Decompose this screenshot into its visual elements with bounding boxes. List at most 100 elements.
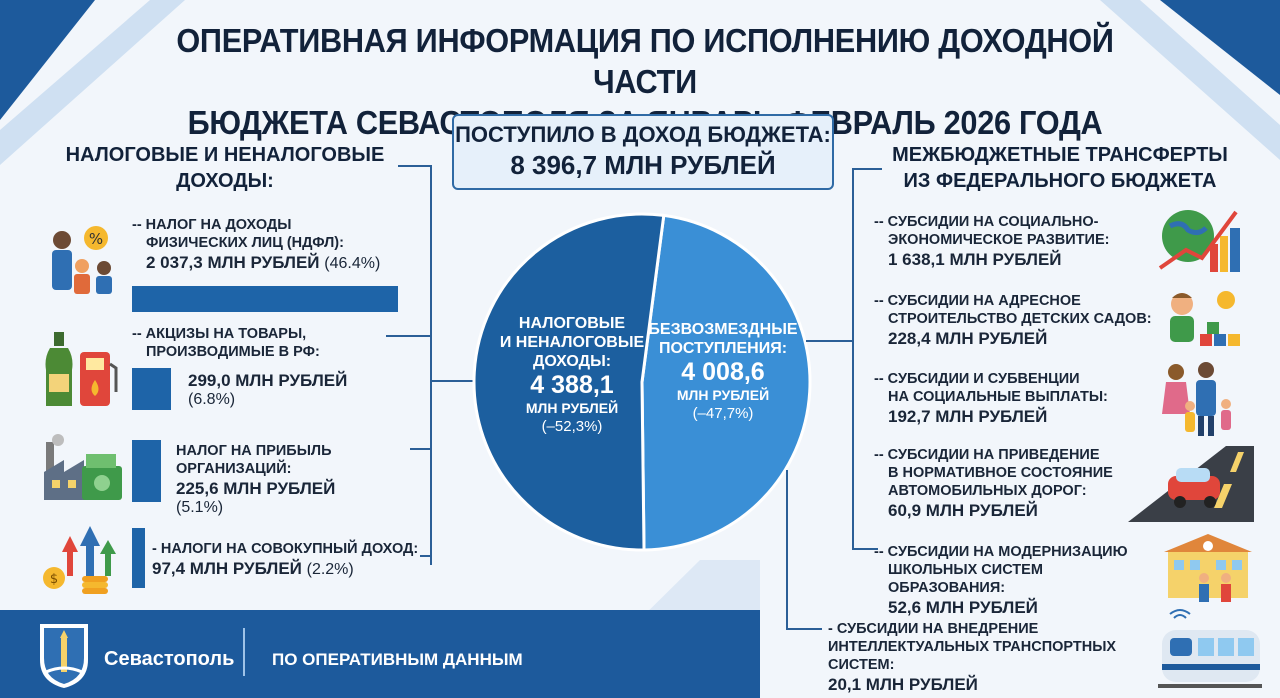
globe-growth-icon: [1158, 210, 1240, 272]
factory-money-icon: [44, 434, 122, 500]
right-item-roads: -- СУБСИДИИ НА ПРИВЕДЕНИЕ В НОРМАТИВНОЕ …: [874, 446, 1154, 521]
ndfl-value: 2 037,3 МЛН РУБЛЕЙ: [146, 253, 320, 272]
right-heading-line-1: МЕЖБЮДЖЕТНЫЕ ТРАНСФЕРТЫ: [892, 144, 1228, 166]
socio-line2: ЭКОНОМИЧЕСКОЕ РАЗВИТИЕ:: [888, 232, 1110, 248]
excise-value: 299,0 МЛН РУБЛЕЙ: [188, 371, 348, 390]
left-heading-line-1: НАЛОГОВЫЕ И НЕНАЛОГОВЫЕ: [65, 144, 385, 166]
roads-line2: В НОРМАТИВНОЕ СОСТОЯНИЕ: [888, 465, 1113, 481]
left-connector-mid1: [386, 335, 432, 337]
aggregate-income-line1: - НАЛОГИ НА СОВОКУПНЫЙ ДОХОД:: [152, 541, 419, 557]
roads-line3: АВТОМОБИЛЬНЫХ ДОРОГ:: [888, 483, 1087, 499]
right-item-transport: - СУБСИДИИ НА ВНЕДРЕНИЕ ИНТЕЛЛЕКТУАЛЬНЫХ…: [828, 620, 1158, 695]
tram-icon: [1158, 609, 1262, 688]
right-connector-top: [852, 168, 882, 170]
profit-tax-line1: НАЛОГ НА ПРИБЫЛЬ ОРГАНИЗАЦИЙ:: [176, 443, 332, 477]
kindergarten-line1: -- СУБСИДИИ НА АДРЕСНОЕ: [874, 293, 1081, 309]
left-item-ndfl: -- НАЛОГ НА ДОХОДЫ ФИЗИЧЕСКИХ ЛИЦ (НДФЛ)…: [132, 216, 422, 274]
grants-slice-value: 4 008,6: [681, 358, 765, 386]
footer-city-name: Севастополь: [104, 648, 235, 670]
tax-slice-line1: НАЛОГОВЫЕ: [518, 315, 626, 332]
total-value: 8 396,7 МЛН РУБЛЕЙ: [510, 150, 776, 180]
roads-value: 60,9 МЛН РУБЛЕЙ: [888, 501, 1038, 520]
excise-line1: -- АКЦИЗЫ НА ТОВАРЫ,: [132, 326, 307, 342]
right-lower-connector-h: [786, 628, 822, 630]
profit-tax-value: 225,6 МЛН РУБЛЕЙ: [176, 479, 336, 498]
left-connector-bottom: [420, 555, 432, 557]
right-heading-line-2: ИЗ ФЕДЕРАЛЬНОГО БЮДЖЕТА: [903, 170, 1217, 192]
right-item-kindergartens: -- СУБСИДИИ НА АДРЕСНОЕ СТРОИТЕЛЬСТВО ДЕ…: [874, 292, 1164, 349]
school-icon: [1164, 534, 1252, 602]
socio-value: 1 638,1 МЛН РУБЛЕЙ: [888, 250, 1062, 269]
ndfl-bar: [132, 286, 398, 312]
right-item-social-payments: -- СУБСИДИИ И СУБВЕНЦИИ НА СОЦИАЛЬНЫЕ ВЫ…: [874, 370, 1154, 427]
left-heading-line-2: ДОХОДЫ:: [176, 170, 274, 192]
pie-label-grants: БЕЗВОЗМЕЗДНЫЕ ПОСТУПЛЕНИЯ: 4 008,6 МЛН Р…: [648, 320, 798, 423]
excise-pct: (6.8%): [188, 391, 236, 408]
aggregate-income-value-row: 97,4 МЛН РУБЛЕЙ (2.2%): [152, 558, 432, 580]
footer-note: ПО ОПЕРАТИВНЫМ ДАННЫМ: [272, 650, 523, 669]
right-to-pie-connector: [806, 340, 854, 342]
right-lower-connector: [786, 470, 788, 630]
coins-arrows-icon: $: [43, 526, 116, 594]
ndfl-pct: (46.4%): [324, 255, 381, 272]
bottle-fuel-icon: [45, 332, 118, 406]
aggregate-income-pct: (2.2%): [306, 561, 354, 578]
social-line2: НА СОЦИАЛЬНЫЕ ВЫПЛАТЫ:: [888, 389, 1108, 405]
pie-label-tax-income: НАЛОГОВЫЕ И НЕНАЛОГОВЫЕ ДОХОДЫ: 4 388,1 …: [492, 314, 652, 436]
total-label: ПОСТУПИЛО В ДОХОД БЮДЖЕТА:: [455, 122, 831, 147]
excise-bar: [132, 368, 171, 410]
grants-slice-line2: ПОСТУПЛЕНИЯ:: [658, 340, 788, 357]
tax-slice-unit: МЛН РУБЛЕЙ: [525, 400, 619, 416]
car-road-icon: [1128, 446, 1254, 522]
left-item-aggregate-income: - НАЛОГИ НА СОВОКУПНЫЙ ДОХОД: 97,4 МЛН Р…: [152, 540, 432, 580]
right-item-socio-economic: -- СУБСИДИИ НА СОЦИАЛЬНО- ЭКОНОМИЧЕСКОЕ …: [874, 213, 1154, 270]
left-connector-line: [430, 165, 432, 565]
kindergarten-line2: СТРОИТЕЛЬСТВО ДЕТСКИХ САДОВ:: [888, 311, 1152, 327]
tax-slice-change: (–52,3%): [541, 418, 603, 435]
tax-slice-line2: И НЕНАЛОГОВЫЕ: [499, 334, 645, 351]
right-item-schools: -- СУБСИДИИ НА МОДЕРНИЗАЦИЮ ШКОЛЬНЫХ СИС…: [874, 543, 1164, 618]
footer-bar: [0, 610, 760, 698]
transport-value: 20,1 МЛН РУБЛЕЙ: [828, 675, 978, 694]
schools-line2: ШКОЛЬНЫХ СИСТЕМ ОБРАЗОВАНИЯ:: [888, 562, 1043, 596]
income-pie-chart: [472, 212, 812, 552]
grants-slice-unit: МЛН РУБЛЕЙ: [676, 387, 770, 403]
pie-slice-1: [640, 213, 812, 552]
grants-slice-line1: БЕЗВОЗМЕЗДНЫЕ: [648, 321, 798, 338]
total-income-box: ПОСТУПИЛО В ДОХОД БЮДЖЕТА: 8 396,7 МЛН Р…: [452, 114, 834, 190]
transport-line1: - СУБСИДИИ НА ВНЕДРЕНИЕ: [828, 621, 1039, 637]
profit-tax-bar: [132, 440, 161, 502]
left-item-excise: -- АКЦИЗЫ НА ТОВАРЫ, ПРОИЗВОДИМЫЕ В РФ:: [132, 325, 422, 361]
title-line-1: ОПЕРАТИВНАЯ ИНФОРМАЦИЯ ПО ИСПОЛНЕНИЮ ДОХ…: [176, 22, 1114, 100]
excise-line2: ПРОИЗВОДИМЫЕ В РФ:: [146, 344, 320, 360]
tax-slice-value: 4 388,1: [530, 371, 614, 399]
roads-line1: -- СУБСИДИИ НА ПРИВЕДЕНИЕ: [874, 447, 1100, 463]
right-heading: МЕЖБЮДЖЕТНЫЕ ТРАНСФЕРТЫ ИЗ ФЕДЕРАЛЬНОГО …: [880, 142, 1240, 194]
social-value: 192,7 МЛН РУБЛЕЙ: [888, 407, 1048, 426]
schools-line1: -- СУБСИДИИ НА МОДЕРНИЗАЦИЮ: [874, 544, 1128, 560]
svg-text:%: %: [89, 230, 103, 248]
svg-text:$: $: [50, 572, 58, 587]
right-connector-line: [852, 168, 854, 550]
left-connector-top: [398, 165, 432, 167]
people-percent-icon: %: [52, 226, 112, 294]
excise-value-block: 299,0 МЛН РУБЛЕЙ (6.8%): [188, 370, 418, 409]
left-to-pie-connector: [430, 380, 478, 382]
family-icon: [1162, 362, 1231, 436]
ndfl-line2: ФИЗИЧЕСКИХ ЛИЦ (НДФЛ):: [146, 235, 344, 251]
sevastopol-coat-of-arms-icon: [40, 624, 88, 688]
left-connector-mid2: [410, 448, 432, 450]
left-item-profit-tax: НАЛОГ НА ПРИБЫЛЬ ОРГАНИЗАЦИЙ: 225,6 МЛН …: [176, 442, 426, 517]
transport-line2: ИНТЕЛЛЕКТУАЛЬНЫХ ТРАНСПОРТНЫХ СИСТЕМ:: [828, 639, 1117, 673]
grants-slice-change: (–47,7%): [692, 405, 754, 422]
aggregate-income-tax-bar: [132, 528, 145, 588]
schools-value: 52,6 МЛН РУБЛЕЙ: [888, 598, 1038, 617]
socio-line1: -- СУБСИДИИ НА СОЦИАЛЬНО-: [874, 214, 1099, 230]
ndfl-value-row: 2 037,3 МЛН РУБЛЕЙ (46.4%): [132, 252, 422, 274]
child-blocks-icon: [1170, 291, 1240, 346]
footer-separator: [243, 628, 245, 676]
tax-slice-line3: ДОХОДЫ:: [532, 353, 612, 370]
aggregate-income-value: 97,4 МЛН РУБЛЕЙ: [152, 559, 302, 578]
social-line1: -- СУБСИДИИ И СУБВЕНЦИИ: [874, 371, 1080, 387]
left-heading: НАЛОГОВЫЕ И НЕНАЛОГОВЫЕ ДОХОДЫ:: [60, 142, 390, 194]
